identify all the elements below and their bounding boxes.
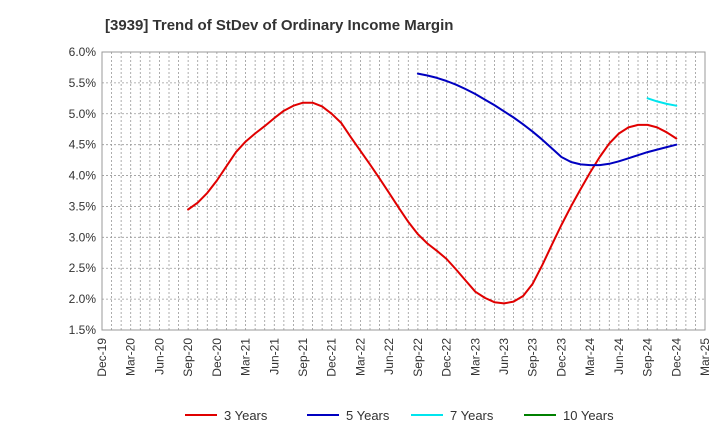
y-tick-label: 6.0% — [69, 45, 97, 59]
series-lines — [187, 72, 678, 305]
series-line-5-years — [416, 72, 678, 167]
chart-title: [3939] Trend of StDev of Ordinary Income… — [105, 17, 453, 34]
x-tick-label: Jun-22 — [382, 338, 396, 375]
x-tick-label: Dec-24 — [669, 338, 683, 377]
x-tick-label: Sep-22 — [411, 338, 425, 377]
x-tick-label: Mar-25 — [698, 338, 712, 376]
x-tick-label: Mar-21 — [239, 338, 253, 376]
x-tick-label: Mar-20 — [124, 338, 138, 376]
plot-frame — [101, 51, 706, 331]
x-tick-label: Mar-22 — [353, 338, 367, 376]
x-tick-label: Jun-21 — [267, 338, 281, 375]
x-tick-label: Sep-21 — [296, 338, 310, 377]
x-tick-label: Jun-24 — [612, 338, 626, 375]
legend-label-7-years: 7 Years — [450, 408, 494, 423]
x-tick-label: Dec-20 — [210, 338, 224, 377]
y-axis-ticks: 6.0% 5.5% 5.0% 4.5% 4.0% 3.5% 3.0% 2.5% 2.0% 1.5% — [69, 45, 97, 337]
y-tick-label: 3.0% — [69, 230, 97, 244]
x-tick-label: Dec-23 — [554, 338, 568, 377]
y-tick-label: 5.5% — [69, 76, 97, 90]
x-tick-label: Sep-24 — [641, 338, 655, 377]
y-tick-label: 1.5% — [69, 323, 97, 337]
x-axis-ticks: Dec-19 Mar-20 Jun-20 Sep-20 Dec-20 Mar-21 Jun-… — [95, 338, 712, 377]
series-line-7-years — [646, 97, 678, 107]
legend: 3 Years 5 Years 7 Years 10 Years — [185, 408, 614, 423]
y-tick-label: 4.0% — [69, 169, 97, 183]
y-tick-label: 5.0% — [69, 107, 97, 121]
x-tick-label: Dec-22 — [440, 338, 454, 377]
grid-lines — [102, 52, 705, 330]
legend-label-10-years: 10 Years — [563, 408, 614, 423]
x-tick-label: Sep-20 — [181, 338, 195, 377]
x-tick-label: Mar-24 — [583, 338, 597, 376]
x-tick-label: Jun-23 — [497, 338, 511, 375]
x-tick-label: Sep-23 — [526, 338, 540, 377]
legend-label-3-years: 3 Years — [224, 408, 268, 423]
y-tick-label: 3.5% — [69, 199, 97, 213]
x-tick-label: Dec-21 — [325, 338, 339, 377]
x-tick-label: Jun-20 — [152, 338, 166, 375]
x-tick-label: Dec-19 — [95, 338, 109, 377]
plot-area — [101, 51, 706, 331]
y-tick-label: 4.5% — [69, 138, 97, 152]
legend-label-5-years: 5 Years — [346, 408, 390, 423]
y-tick-label: 2.0% — [69, 292, 97, 306]
x-tick-label: Mar-23 — [468, 338, 482, 376]
y-tick-label: 2.5% — [69, 261, 97, 275]
